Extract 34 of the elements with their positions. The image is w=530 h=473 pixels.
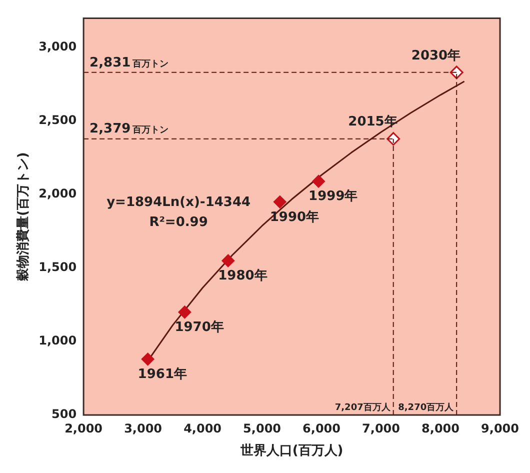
annotation: R²=0.99 <box>149 214 208 230</box>
x-tick-label: 7,000 <box>362 421 400 436</box>
annotation: 1980年 <box>218 268 268 284</box>
y-tick-label: 2,000 <box>38 186 77 201</box>
y-axis-title: 穀物消費量(百万トン) <box>16 152 32 282</box>
annotation: 1970年 <box>174 320 224 335</box>
annotation: 2030年 <box>411 48 461 64</box>
annotation: y=1894Ln(x)-14344 <box>106 194 251 210</box>
ref-line-label: 7,207百万人 <box>334 402 392 413</box>
x-tick-label: 4,000 <box>184 421 222 436</box>
x-tick-label: 6,000 <box>302 421 341 436</box>
ref-line-label: 8,270百万人 <box>398 402 455 413</box>
annotation: 1961年 <box>138 367 187 382</box>
y-tick-label: 2,500 <box>38 113 77 128</box>
y-tick-label: 500 <box>51 407 77 422</box>
y-tick-label: 1,500 <box>38 260 77 274</box>
x-tick-label: 5,000 <box>243 421 282 436</box>
x-tick-label: 8,000 <box>422 421 460 436</box>
point <box>312 174 326 188</box>
annotation: 1999年 <box>308 189 358 204</box>
y-tick-label: 1,000 <box>38 334 77 348</box>
y-tick-label: 3,000 <box>38 40 77 54</box>
annotation: 1990年 <box>270 210 320 225</box>
point <box>178 306 192 319</box>
x-tick-label: 9,000 <box>481 421 520 436</box>
point <box>273 195 286 208</box>
ref-line-label: 2,379百万トン <box>90 122 169 137</box>
x-tick-label: 2,000 <box>64 421 103 436</box>
x-axis-title: 世界人口(百万人) <box>239 444 344 459</box>
ref-line-label: 2,831百万トン <box>90 55 169 70</box>
x-tick-label: 3,000 <box>124 421 162 436</box>
point <box>141 352 154 366</box>
annotation: 2015年 <box>348 114 398 130</box>
point <box>222 254 235 268</box>
